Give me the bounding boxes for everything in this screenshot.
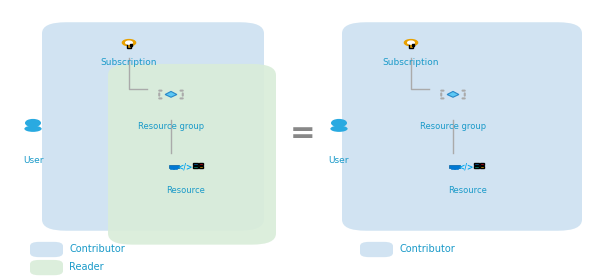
- Text: Resource: Resource: [449, 186, 487, 195]
- FancyBboxPatch shape: [199, 163, 203, 165]
- FancyBboxPatch shape: [30, 242, 63, 257]
- Circle shape: [26, 120, 40, 126]
- Text: </>: </>: [177, 162, 193, 171]
- Text: Reader: Reader: [69, 262, 104, 272]
- Text: Subscription: Subscription: [101, 58, 157, 67]
- FancyBboxPatch shape: [30, 260, 63, 275]
- FancyBboxPatch shape: [127, 43, 131, 48]
- Circle shape: [404, 39, 418, 46]
- FancyBboxPatch shape: [412, 44, 413, 45]
- FancyBboxPatch shape: [360, 242, 393, 257]
- Circle shape: [122, 39, 136, 46]
- FancyBboxPatch shape: [479, 166, 484, 168]
- FancyBboxPatch shape: [479, 163, 484, 165]
- Text: =: =: [290, 119, 316, 148]
- Text: Resource group: Resource group: [420, 122, 486, 131]
- FancyBboxPatch shape: [474, 163, 479, 165]
- FancyBboxPatch shape: [130, 44, 131, 45]
- Text: Resource: Resource: [167, 186, 205, 195]
- FancyBboxPatch shape: [409, 43, 413, 48]
- Ellipse shape: [25, 126, 41, 132]
- FancyBboxPatch shape: [130, 45, 131, 46]
- Text: User: User: [23, 156, 43, 165]
- FancyBboxPatch shape: [449, 165, 460, 168]
- Circle shape: [126, 41, 133, 44]
- FancyBboxPatch shape: [193, 166, 198, 168]
- Text: Subscription: Subscription: [383, 58, 439, 67]
- Ellipse shape: [331, 126, 347, 132]
- Text: Contributor: Contributor: [399, 244, 455, 254]
- Polygon shape: [165, 91, 177, 97]
- FancyBboxPatch shape: [474, 166, 479, 168]
- Circle shape: [408, 41, 415, 44]
- Text: Resource group: Resource group: [138, 122, 204, 131]
- FancyBboxPatch shape: [342, 22, 582, 231]
- Text: Contributor: Contributor: [69, 244, 125, 254]
- Text: </>: </>: [458, 162, 473, 171]
- FancyBboxPatch shape: [199, 166, 203, 168]
- Text: User: User: [329, 156, 349, 165]
- FancyBboxPatch shape: [42, 22, 264, 231]
- Polygon shape: [447, 91, 459, 97]
- FancyBboxPatch shape: [193, 163, 198, 165]
- FancyBboxPatch shape: [169, 165, 179, 168]
- FancyBboxPatch shape: [108, 64, 276, 245]
- FancyBboxPatch shape: [412, 45, 413, 46]
- Circle shape: [332, 120, 346, 126]
